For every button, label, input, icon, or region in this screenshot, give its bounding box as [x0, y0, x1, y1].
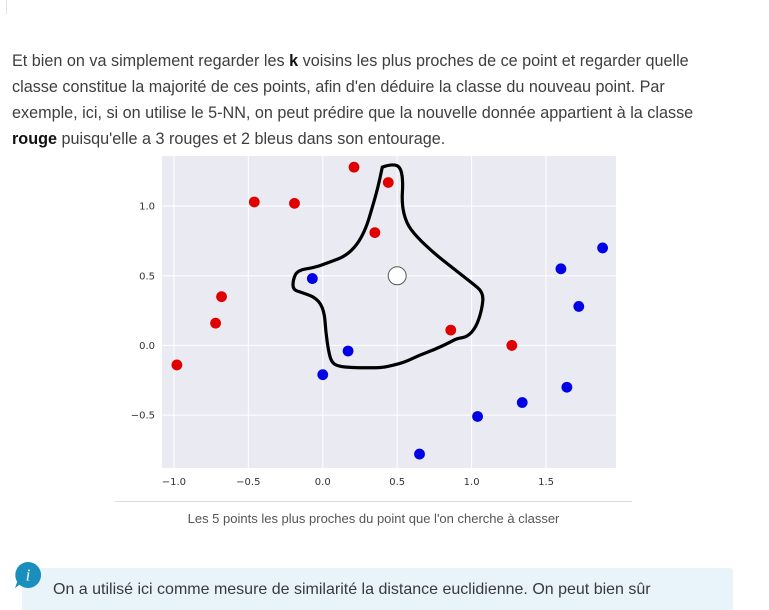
x-tick-label: −1.0: [162, 477, 186, 488]
red-point: [369, 227, 381, 239]
paragraph-text-3: puisqu'elle a 3 rouges et 2 bleus dans s…: [56, 130, 446, 149]
y-tick-label: 0.5: [139, 271, 155, 282]
blue-point: [561, 381, 573, 393]
red-point: [248, 196, 260, 208]
red-point: [216, 291, 227, 303]
x-tick-label: 1.5: [538, 477, 554, 488]
paragraph-bold-rouge: rouge: [12, 130, 57, 149]
figure-caption: Les 5 points les plus proches du point q…: [187, 511, 560, 526]
knn-scatter-chart: −1.0 −0.5 0.0 0.5 1.0 1.5 −0.5 0.0 0.5 1.0: [131, 156, 616, 488]
x-tick-label: −0.5: [236, 477, 260, 488]
info-callout: On a utilisé ici comme mesure de similar…: [22, 568, 733, 610]
blue-point: [516, 397, 528, 408]
y-tick-label: −0.5: [131, 411, 155, 422]
x-tick-label: 0.5: [389, 477, 405, 488]
explanation-paragraph: Et bien on va simplement regarder les k …: [12, 48, 732, 152]
knn-figure: −1.0 −0.5 0.0 0.5 1.0 1.5 −0.5 0.0 0.5 1.0: [115, 150, 633, 502]
paragraph-bold-k: k: [289, 52, 299, 71]
info-icon: i: [13, 560, 43, 590]
blue-point: [414, 448, 425, 460]
paragraph-text-2: voisins les plus proches de ce point et …: [12, 52, 694, 123]
blue-point: [342, 345, 354, 357]
blue-point: [306, 273, 318, 284]
blue-point: [597, 242, 609, 254]
x-tick-label: 1.0: [464, 477, 480, 488]
y-tick-label: 0.0: [139, 341, 155, 352]
blue-point: [317, 369, 329, 381]
red-point: [171, 359, 183, 371]
red-point: [210, 317, 221, 329]
red-point: [506, 340, 518, 351]
svg-text:i: i: [26, 566, 31, 585]
red-point: [289, 197, 300, 209]
figure-divider: [115, 501, 632, 502]
callout-text: On a utilisé ici comme mesure de similar…: [53, 581, 651, 598]
paragraph-text-1: Et bien on va simplement regarder les: [12, 52, 290, 71]
red-point: [348, 161, 360, 173]
blue-point: [555, 263, 567, 275]
red-point: [382, 177, 394, 188]
plot-area: [162, 156, 616, 468]
red-point: [445, 324, 457, 336]
blue-point: [573, 301, 585, 312]
new-point: [387, 266, 407, 286]
y-tick-label: 1.0: [139, 202, 155, 213]
x-tick-label: 0.0: [315, 477, 331, 488]
neighbors-outline: [291, 163, 485, 370]
page-edge-divider: [6, 0, 7, 14]
blue-point: [472, 411, 483, 422]
